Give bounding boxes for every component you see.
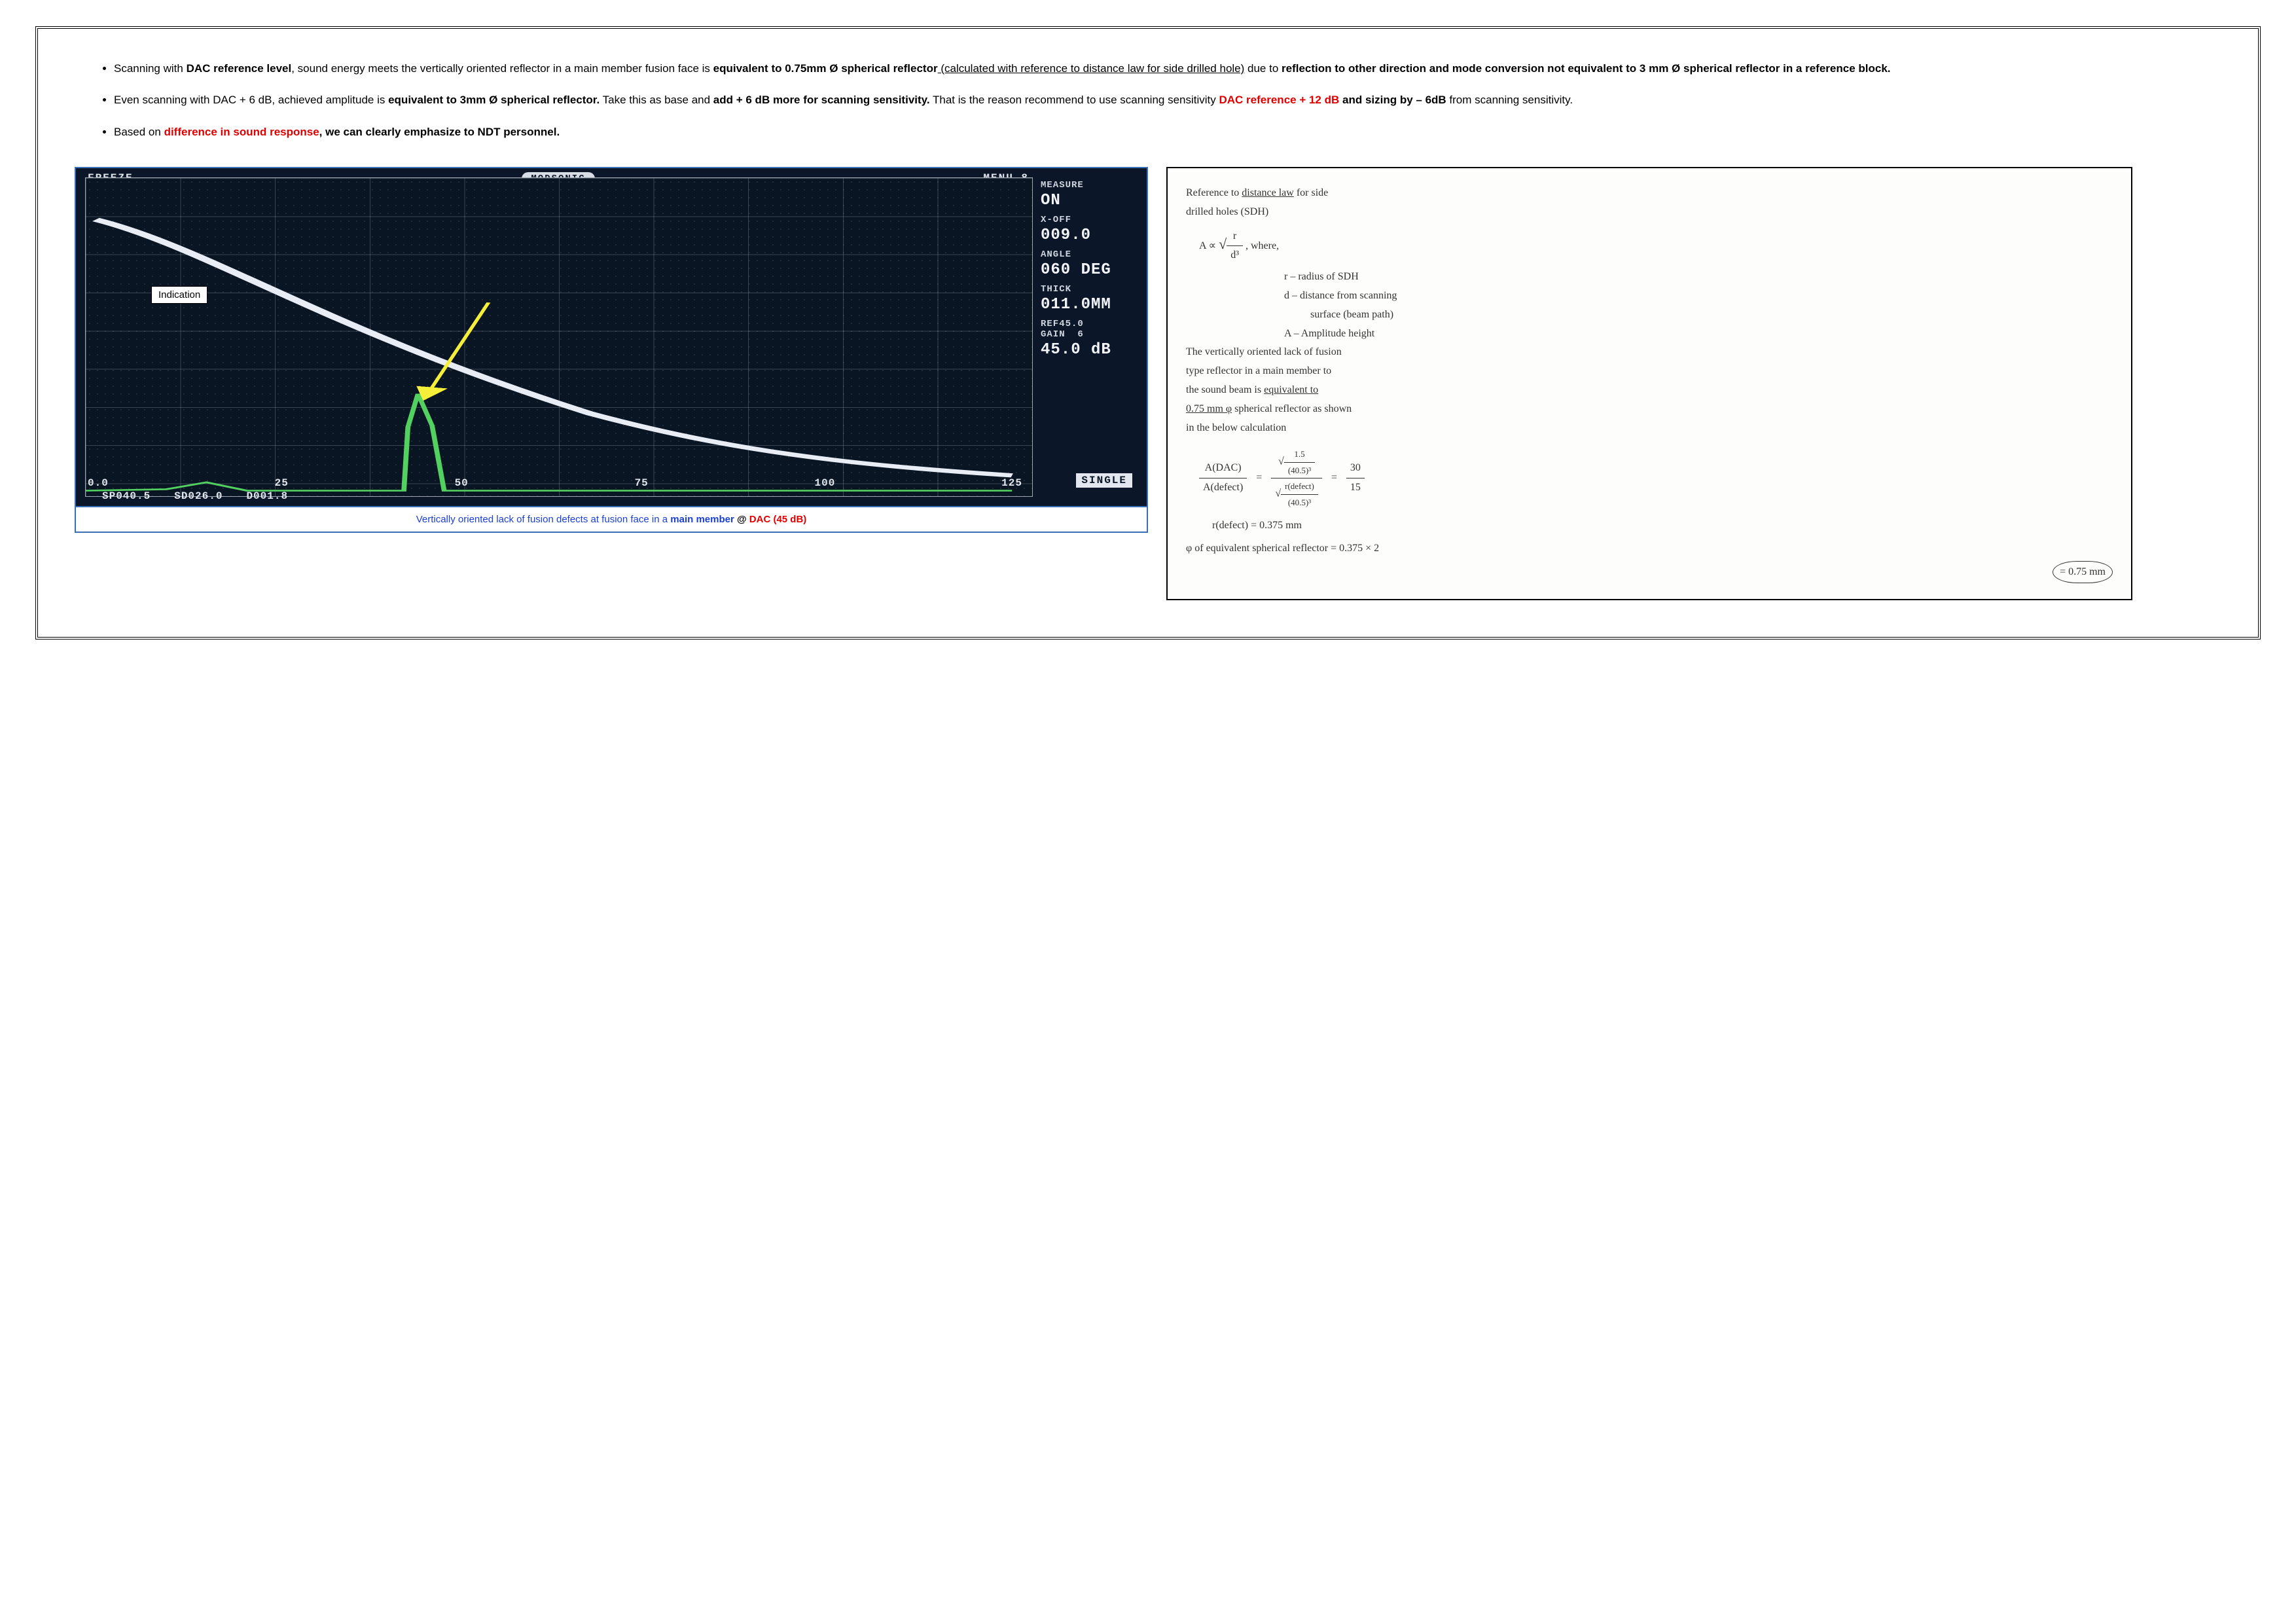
side-thick-label: THICK bbox=[1041, 284, 1134, 295]
side-angle-label: ANGLE bbox=[1041, 249, 1134, 260]
scope-d-bot: D001.8 bbox=[246, 490, 288, 502]
side-xoff-label: X-OFF bbox=[1041, 215, 1134, 225]
bullet-2: Even scanning with DAC + 6 dB, achieved … bbox=[114, 92, 2221, 109]
scope-caption: Vertically oriented lack of fusion defec… bbox=[75, 507, 1148, 533]
bullet-3: Based on difference in sound response, w… bbox=[114, 124, 2221, 141]
side-xoff-val: 009.0 bbox=[1041, 226, 1134, 244]
side-gain-val: 45.0 dB bbox=[1041, 341, 1134, 359]
boxed-result: = 0.75 mm bbox=[2053, 561, 2113, 584]
scope-single-badge: SINGLE bbox=[1076, 473, 1132, 488]
indication-arrow bbox=[424, 302, 488, 399]
figure-row: FREEZE MODSONIC MENU 8 SP040.5 SD026.0 D… bbox=[75, 167, 2221, 600]
side-refgain-label: REF45.0 GAIN 6 bbox=[1041, 319, 1134, 340]
scope-screen-wrap: FREEZE MODSONIC MENU 8 SP040.5 SD026.0 D… bbox=[75, 167, 1148, 507]
side-thick-val: 011.0MM bbox=[1041, 296, 1134, 314]
side-measure-val: ON bbox=[1041, 192, 1134, 209]
scope-bottom-values: SP040.5 SD026.0 D001.8 bbox=[102, 490, 1016, 502]
scope-xaxis: 0.0 25 50 75 100 125 bbox=[88, 477, 1022, 489]
scope-sp-bot: SP040.5 bbox=[102, 490, 151, 502]
side-angle-val: 060 DEG bbox=[1041, 261, 1134, 279]
scope-grid: Indication bbox=[85, 177, 1033, 497]
document-page: Scanning with DAC reference level, sound… bbox=[35, 26, 2261, 640]
scope-side-panel: MEASURE ON X-OFF 009.0 ANGLE 060 DEG THI… bbox=[1033, 177, 1138, 497]
side-measure-label: MEASURE bbox=[1041, 180, 1134, 190]
bullet-list: Scanning with DAC reference level, sound… bbox=[114, 60, 2221, 141]
indication-label-box: Indication bbox=[151, 286, 207, 304]
scope-sd-bot: SD026.0 bbox=[174, 490, 223, 502]
scope-trace-svg bbox=[86, 178, 1032, 496]
bullet-1: Scanning with DAC reference level, sound… bbox=[114, 60, 2221, 77]
handwritten-calc: Reference to distance law for side drill… bbox=[1166, 167, 2132, 600]
oscilloscope-figure: FREEZE MODSONIC MENU 8 SP040.5 SD026.0 D… bbox=[75, 167, 1148, 600]
signal-peak bbox=[86, 394, 1012, 491]
dac-curve bbox=[96, 219, 1012, 475]
